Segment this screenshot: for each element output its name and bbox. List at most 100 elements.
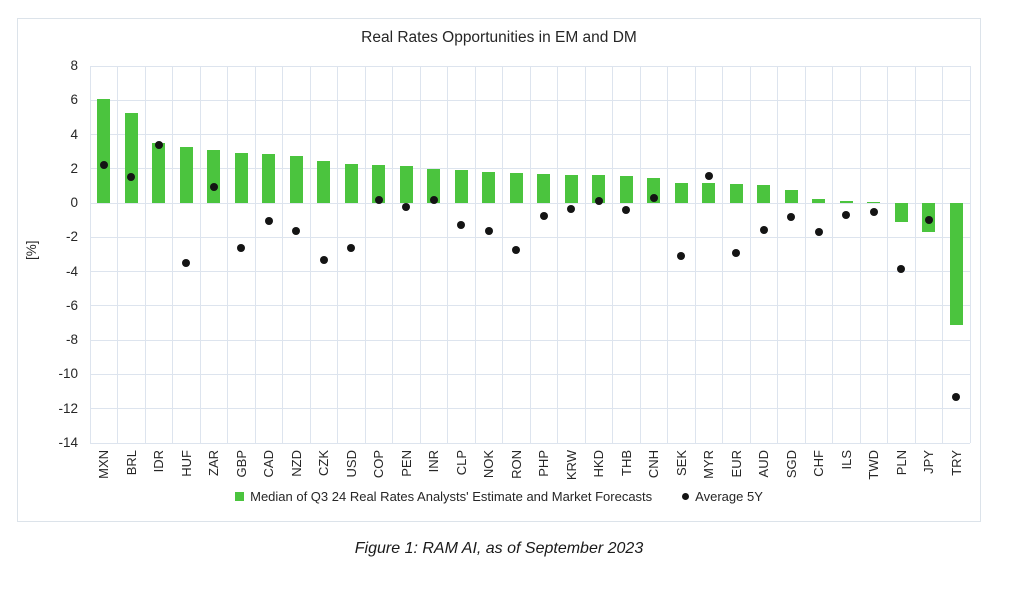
bar-NOK bbox=[482, 172, 496, 204]
gridline-v bbox=[667, 66, 668, 443]
y-axis-tick-label: -6 bbox=[65, 297, 78, 313]
dot-AUD bbox=[759, 225, 768, 234]
bar-CLP bbox=[454, 169, 468, 204]
bar-BRL bbox=[124, 113, 138, 204]
dot-NZD bbox=[292, 226, 301, 235]
gridline-v bbox=[364, 66, 366, 443]
x-axis-tick-label: SEK bbox=[673, 450, 689, 477]
gridline-v bbox=[557, 66, 558, 443]
dot-CNH bbox=[649, 193, 658, 202]
dot-TWD bbox=[869, 207, 878, 216]
dot-CAD bbox=[264, 217, 273, 226]
x-axis-tick-label: BRL bbox=[123, 450, 139, 476]
x-axis-tick-label: HKD bbox=[591, 450, 607, 478]
gridline-v bbox=[89, 66, 91, 443]
bar-USD bbox=[344, 163, 358, 204]
dot-GBP bbox=[237, 243, 246, 252]
x-axis-tick-label: KRW bbox=[563, 450, 579, 481]
x-axis-tick-label: CNH bbox=[646, 450, 662, 479]
legend: Median of Q3 24 Real Rates Analysts' Est… bbox=[17, 487, 981, 505]
gridline-v bbox=[694, 66, 696, 443]
gridline-v bbox=[199, 66, 201, 443]
x-axis-tick-label: CZK bbox=[316, 450, 332, 476]
gridline-v bbox=[942, 66, 943, 443]
y-axis-tick-label: 0 bbox=[70, 195, 78, 211]
dot-MYR bbox=[704, 171, 713, 180]
dot-CLP bbox=[457, 221, 466, 230]
gridline-v bbox=[419, 66, 421, 443]
gridline-v bbox=[392, 66, 393, 443]
y-axis-tick-label: -2 bbox=[65, 229, 78, 245]
dot-HUF bbox=[182, 259, 191, 268]
bar-CHF bbox=[812, 198, 826, 204]
gridline-v bbox=[804, 66, 806, 443]
bar-ZAR bbox=[207, 149, 221, 204]
x-axis-tick-label: CAD bbox=[261, 450, 277, 478]
gridline-v bbox=[584, 66, 586, 443]
gridline-v bbox=[474, 66, 476, 443]
dot-SGD bbox=[787, 212, 796, 221]
gridline-v bbox=[254, 66, 256, 443]
gridline-h bbox=[90, 442, 970, 444]
dot-RON bbox=[512, 246, 521, 255]
gridline-v bbox=[502, 66, 503, 443]
chart-title: Real Rates Opportunities in EM and DM bbox=[361, 29, 637, 46]
gridline-v bbox=[529, 66, 531, 443]
dot-ZAR bbox=[209, 182, 218, 191]
y-axis-tick-label: 6 bbox=[70, 92, 78, 108]
bar-MXN bbox=[97, 99, 111, 204]
x-axis-tick-label: NOK bbox=[481, 450, 497, 479]
bar-TWD bbox=[867, 202, 881, 204]
x-axis-tick-label: TRY bbox=[948, 450, 964, 476]
x-axis-tick-label: RON bbox=[508, 450, 524, 479]
dot-CHF bbox=[814, 228, 823, 237]
y-axis-tick-label: -14 bbox=[58, 435, 78, 450]
figure-caption: Figure 1: RAM AI, as of September 2023 bbox=[354, 540, 644, 557]
bar-KRW bbox=[564, 174, 578, 204]
bar-CAD bbox=[262, 154, 276, 204]
x-axis-tick-label: USD bbox=[343, 450, 359, 478]
x-axis-tick-label: INR bbox=[426, 450, 442, 473]
y-axis-tick-label: -12 bbox=[58, 400, 78, 416]
x-axis-tick-label: EUR bbox=[728, 450, 744, 478]
x-axis-tick-label: MYR bbox=[701, 450, 717, 479]
gridline-v bbox=[969, 66, 971, 443]
legend-item-bars: Median of Q3 24 Real Rates Analysts' Est… bbox=[235, 489, 652, 504]
dot-KRW bbox=[567, 205, 576, 214]
dot-PEN bbox=[402, 202, 411, 211]
legend-label-dots: Average 5Y bbox=[695, 488, 763, 504]
gridline-v bbox=[777, 66, 778, 443]
x-axis-tick-label: MXN bbox=[96, 450, 112, 479]
gridline-v bbox=[749, 66, 751, 443]
dot-CZK bbox=[319, 255, 328, 264]
x-axis-tick-label: HUF bbox=[178, 450, 194, 477]
y-axis-title: [%] bbox=[24, 240, 39, 260]
bar-series-swatch-icon bbox=[235, 491, 245, 501]
dot-HKD bbox=[594, 197, 603, 206]
legend-item-dots: Average 5Y bbox=[682, 489, 763, 504]
gridline-v bbox=[832, 66, 833, 443]
bar-ILS bbox=[839, 201, 853, 204]
bar-MYR bbox=[702, 183, 716, 204]
gridline-v bbox=[172, 66, 173, 443]
x-axis-tick-label: THB bbox=[618, 450, 634, 476]
x-axis-tick-label: ILS bbox=[838, 450, 854, 470]
x-axis-tick-label: TWD bbox=[866, 450, 882, 480]
x-axis-tick-label: CLP bbox=[453, 450, 469, 476]
dot-INR bbox=[429, 195, 438, 204]
x-axis-tick-label: SGD bbox=[783, 450, 799, 479]
dot-series-marker-icon bbox=[682, 492, 690, 500]
gridline-v bbox=[144, 66, 146, 443]
dot-USD bbox=[347, 243, 356, 252]
plot-area bbox=[89, 65, 971, 444]
x-axis-tick-label: CHF bbox=[811, 450, 827, 477]
x-axis-tick-label: JPY bbox=[921, 450, 937, 474]
y-axis-tick-label: 4 bbox=[70, 126, 78, 142]
bar-IDR bbox=[152, 143, 166, 204]
x-axis-tick-label: IDR bbox=[151, 450, 167, 473]
bar-HUF bbox=[179, 147, 193, 204]
x-axis-tick-label: ZAR bbox=[206, 450, 222, 476]
dot-PHP bbox=[539, 211, 548, 220]
bar-SGD bbox=[784, 190, 798, 204]
